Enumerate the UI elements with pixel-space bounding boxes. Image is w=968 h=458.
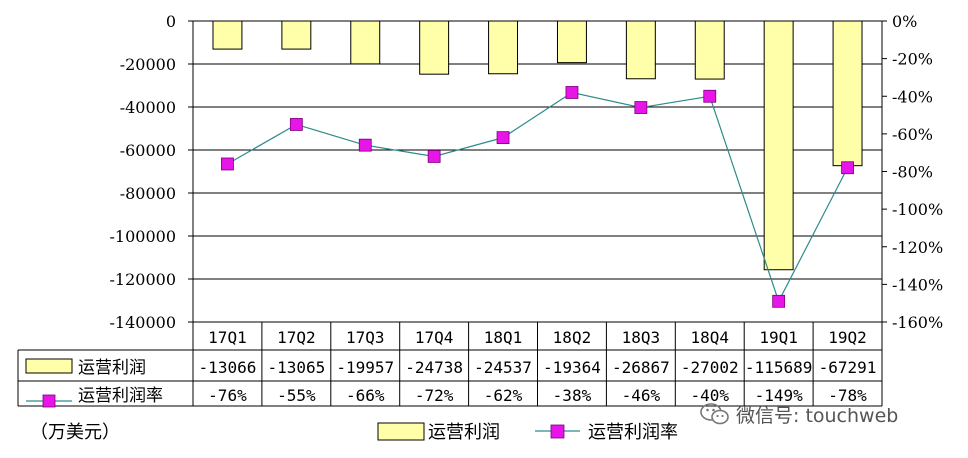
gridlines: [193, 20, 882, 323]
table-cell-margin: -66%: [346, 386, 385, 405]
y-tick-label: -120000: [110, 270, 176, 289]
line-marker: [703, 89, 717, 103]
table-cell-profit: -67291: [819, 358, 877, 377]
line-marker: [634, 101, 648, 114]
margin-line: [227, 91, 849, 303]
line-marker: [565, 86, 579, 99]
bar: [556, 20, 587, 64]
y2-tick-label: -140%: [892, 275, 943, 294]
table-cell-profit: -27002: [681, 358, 739, 377]
x-category-label: 19Q2: [828, 328, 867, 347]
y-tick-label: -140000: [110, 313, 176, 332]
x-category-label: 17Q1: [208, 328, 247, 347]
legend: 运营利润 运营利润率: [377, 422, 678, 443]
y2-tick-label: -80%: [892, 163, 933, 182]
data-table: 17Q1 -13066 -76% 17Q2 -13065 -55% 17Q3 -19957 -6…: [17, 321, 883, 408]
bar: [625, 20, 656, 80]
line-marker: [427, 150, 441, 163]
table-cell-margin: -72%: [415, 386, 454, 405]
table-cell-profit: -24537: [474, 358, 532, 377]
legend-label-profit: 运营利润: [428, 422, 500, 443]
watermark-text: 微信号: touchweb: [736, 404, 899, 427]
line-series: [221, 86, 854, 308]
y2-tick-label: -20%: [892, 50, 933, 69]
y-tick-label: -20000: [120, 55, 176, 74]
bar: [488, 20, 519, 75]
table-cell-profit: -26867: [612, 358, 670, 377]
watermark: 微信号: touchweb: [700, 400, 898, 428]
bar: [281, 20, 312, 50]
y2-tick-label: -160%: [892, 313, 943, 332]
bar: [763, 20, 794, 271]
row-label-profit: 运营利润: [78, 358, 146, 378]
axes: 0 -20000 -40000 -60000 -80000 -100000 -120000 -…: [110, 12, 944, 332]
table-cell-profit: -19364: [543, 358, 601, 377]
x-category-label: 18Q2: [553, 328, 592, 347]
x-category-label: 19Q1: [759, 328, 798, 347]
line-marker: [496, 131, 510, 145]
row-key-marker: [42, 394, 56, 408]
bar: [419, 20, 450, 75]
table-cell-profit: -13066: [199, 358, 257, 377]
line-marker: [221, 157, 234, 171]
table-cell-profit: -115689: [745, 358, 812, 377]
line-marker: [772, 294, 786, 308]
table-cell-profit: -13065: [267, 358, 325, 377]
y2-tick-label: 0%: [892, 12, 917, 31]
y2-tick-label: -40%: [892, 87, 933, 106]
y-tick-label: -60000: [120, 141, 176, 160]
x-category-label: 17Q2: [277, 328, 316, 347]
line-marker: [841, 161, 854, 175]
bar: [832, 20, 863, 167]
y-tick-label: 0: [166, 12, 176, 31]
table-cell-margin: -46%: [622, 386, 661, 405]
bar: [694, 20, 725, 80]
legend-label-margin: 运营利润率: [588, 422, 678, 443]
bar: [212, 20, 243, 50]
bar-series: [212, 20, 863, 271]
y-tick-label: -40000: [120, 98, 176, 117]
line-marker: [358, 138, 372, 152]
row-key-bar: [25, 358, 73, 374]
legend-swatch-marker: [550, 424, 565, 439]
table-cell-margin: -76%: [208, 386, 247, 405]
y2-tick-label: -100%: [892, 200, 943, 219]
line-marker: [289, 118, 303, 131]
bar: [350, 20, 381, 65]
table-cell-margin: -62%: [484, 386, 523, 405]
table-cell-profit: -19957: [336, 358, 394, 377]
y-tick-label: -80000: [120, 184, 176, 203]
x-category-label: 18Q3: [622, 328, 661, 347]
table-cell-margin: -149%: [755, 386, 804, 405]
x-category-label: 17Q3: [346, 328, 385, 347]
legend-swatch-bar: [377, 422, 425, 441]
y2-tick-label: -120%: [892, 238, 943, 257]
x-category-label: 18Q1: [484, 328, 523, 347]
table-cell-profit: -24738: [405, 358, 463, 377]
x-category-label: 17Q4: [415, 328, 454, 347]
y-tick-label: -100000: [110, 227, 176, 246]
wechat-icon: [700, 403, 729, 425]
y2-tick-label: -60%: [892, 125, 933, 144]
table-cell-margin: -38%: [553, 386, 592, 405]
table-cell-margin: -55%: [277, 386, 316, 405]
x-category-label: 18Q4: [690, 328, 729, 347]
table-cell-margin: -78%: [828, 386, 867, 405]
row-label-margin: 运营利润率: [78, 386, 163, 406]
unit-label: （万美元）: [30, 422, 120, 443]
table-cell-margin: -40%: [690, 386, 729, 405]
